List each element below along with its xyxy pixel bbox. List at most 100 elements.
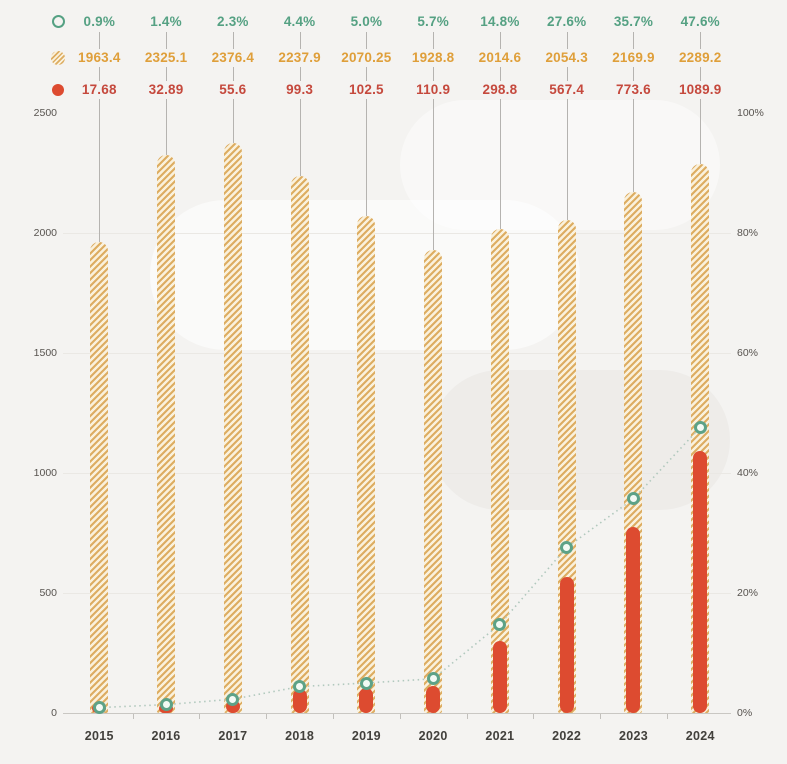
x-axis-minor-tick xyxy=(666,714,668,719)
line-ring-marker xyxy=(693,420,707,434)
hatched-bar xyxy=(90,241,109,713)
line-ring-marker xyxy=(293,680,307,694)
header-value-cell: 1.4% xyxy=(135,13,198,31)
x-axis-year-label: 2022 xyxy=(552,729,582,743)
x-axis-year-label: 2019 xyxy=(351,729,381,743)
header-value-cell: 1963.4 xyxy=(68,49,131,67)
line-ring-marker xyxy=(359,676,373,690)
x-axis-year-label: 2017 xyxy=(218,729,248,743)
right-axis-tick-label: 0% xyxy=(737,707,753,719)
left-axis-tick-label: 1000 xyxy=(33,467,57,479)
hatched-bar xyxy=(424,250,443,713)
header-value-cell: 99.3 xyxy=(268,81,331,99)
header-value-cell: 35.7% xyxy=(602,13,665,31)
header-value-cell: 773.6 xyxy=(602,81,665,99)
red-bar xyxy=(559,576,574,713)
header-connector-line xyxy=(366,32,368,219)
header-value-cell: 2070.25 xyxy=(335,49,398,67)
header-connector-line xyxy=(299,32,301,178)
header-value-cell: 110.9 xyxy=(402,81,465,99)
header-value-cell: 17.68 xyxy=(68,81,131,99)
header-value-cell: 55.6 xyxy=(201,81,264,99)
header-value-cell: 1089.9 xyxy=(669,81,732,99)
line-ring-marker xyxy=(493,617,507,631)
x-axis-year-label: 2015 xyxy=(84,729,114,743)
horizontal-gridline xyxy=(63,233,731,234)
x-axis-minor-tick xyxy=(332,714,334,719)
red-bar xyxy=(492,641,507,713)
header-value-cell: 27.6% xyxy=(535,13,598,31)
hatched-bar xyxy=(223,142,242,713)
x-axis-minor-tick xyxy=(600,714,602,719)
right-axis-tick-label: 40% xyxy=(737,467,759,479)
header-value-cell: 2014.6 xyxy=(468,49,531,67)
x-axis-year-label: 2021 xyxy=(485,729,515,743)
hatched-bar xyxy=(357,216,376,713)
header-connector-line xyxy=(99,32,101,244)
x-axis-year-label: 2024 xyxy=(685,729,715,743)
line-ring-marker xyxy=(626,492,640,506)
red-dot-icon xyxy=(52,84,64,96)
left-axis-tick-label: 2500 xyxy=(33,107,57,119)
line-ring-marker xyxy=(92,701,106,715)
header-value-cell: 2237.9 xyxy=(268,49,331,67)
header-value-cell: 5.7% xyxy=(402,13,465,31)
header-value-cell: 1928.8 xyxy=(402,49,465,67)
x-axis-minor-tick xyxy=(132,714,134,719)
x-axis-minor-tick xyxy=(199,714,201,719)
header-value-cell: 2376.4 xyxy=(201,49,264,67)
header-value-cell: 2325.1 xyxy=(135,49,198,67)
header-connector-line xyxy=(566,32,568,222)
x-axis-year-label: 2020 xyxy=(418,729,448,743)
line-ring-marker xyxy=(426,672,440,686)
watermark-blob xyxy=(430,370,730,510)
header-connector-line xyxy=(633,32,635,195)
x-axis-minor-tick xyxy=(399,714,401,719)
header-value-cell: 102.5 xyxy=(335,81,398,99)
right-axis-tick-label: 20% xyxy=(737,587,759,599)
header-value-cell: 2054.3 xyxy=(535,49,598,67)
line-ring-marker xyxy=(159,698,173,712)
header-value-cell: 567.4 xyxy=(535,81,598,99)
red-bar xyxy=(359,688,374,713)
x-axis-year-label: 2016 xyxy=(151,729,181,743)
header-value-cell: 0.9% xyxy=(68,13,131,31)
dotted-line-path xyxy=(99,426,701,709)
left-axis-tick-label: 500 xyxy=(39,587,57,599)
right-axis-tick-label: 100% xyxy=(737,107,764,119)
hatched-bar xyxy=(157,154,176,713)
line-ring-marker xyxy=(226,692,240,706)
header-value-cell: 2169.9 xyxy=(602,49,665,67)
right-axis-tick-label: 80% xyxy=(737,227,759,239)
header-value-cell: 2289.2 xyxy=(669,49,732,67)
hatched-dot-icon xyxy=(51,51,65,65)
left-axis-tick-label: 0 xyxy=(51,707,57,719)
header-value-cell: 47.6% xyxy=(669,13,732,31)
red-bar xyxy=(426,686,441,713)
x-axis-minor-tick xyxy=(266,714,268,719)
ring-icon xyxy=(51,15,65,28)
header-connector-line xyxy=(499,32,501,232)
red-bar xyxy=(626,527,641,713)
horizontal-gridline xyxy=(63,353,731,354)
header-value-cell: 4.4% xyxy=(268,13,331,31)
red-bar xyxy=(693,451,708,713)
header-value-cell: 32.89 xyxy=(135,81,198,99)
left-axis-tick-label: 2000 xyxy=(33,227,57,239)
x-axis-year-label: 2018 xyxy=(285,729,315,743)
header-connector-line xyxy=(433,32,435,253)
right-axis-tick-label: 60% xyxy=(737,347,759,359)
header-value-cell: 2.3% xyxy=(201,13,264,31)
x-axis-minor-tick xyxy=(533,714,535,719)
header-value-cell: 298.8 xyxy=(468,81,531,99)
x-axis-line xyxy=(63,713,731,714)
header-value-cell: 5.0% xyxy=(335,13,398,31)
hatched-bar xyxy=(290,175,309,713)
x-axis-minor-tick xyxy=(466,714,468,719)
header-value-cell: 14.8% xyxy=(468,13,531,31)
watermark-blob xyxy=(400,100,720,230)
line-ring-marker xyxy=(560,540,574,554)
x-axis-year-label: 2023 xyxy=(618,729,648,743)
